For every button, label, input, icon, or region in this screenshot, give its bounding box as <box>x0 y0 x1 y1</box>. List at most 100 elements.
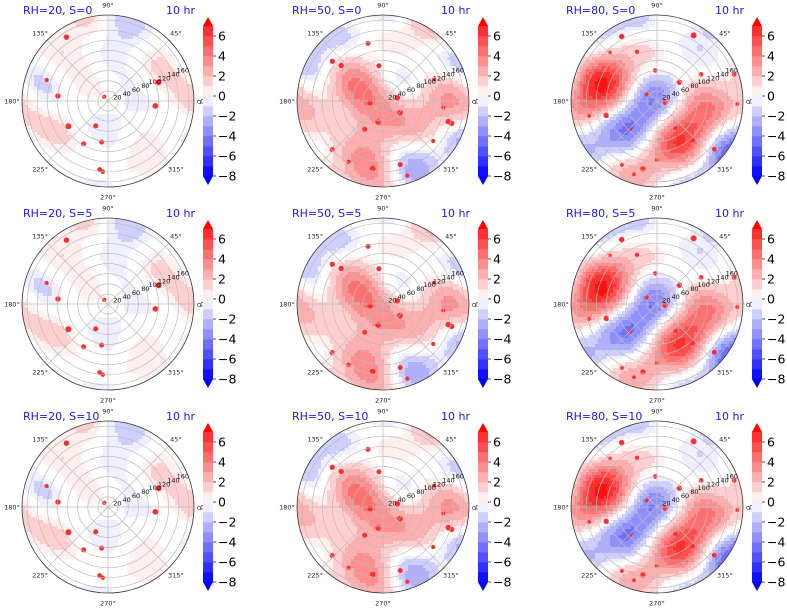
contour-cell <box>330 165 333 168</box>
contour-cell <box>55 144 58 147</box>
contour-cell <box>40 114 43 117</box>
contour-cell <box>363 132 366 135</box>
contour-cell <box>580 93 583 96</box>
contour-cell <box>739 102 742 105</box>
contour-cell <box>634 57 637 60</box>
contour-cell <box>384 153 387 156</box>
contour-cell <box>730 111 733 114</box>
contour-cell <box>327 102 330 105</box>
contour-cell <box>574 102 577 105</box>
contour-cell <box>453 129 456 132</box>
contour-cell <box>181 78 184 81</box>
contour-cell <box>303 126 306 129</box>
contour-cell <box>34 105 37 108</box>
contour-cell <box>607 72 610 75</box>
contour-cell <box>610 108 613 111</box>
contour-cell <box>67 120 70 123</box>
contour-cell <box>121 48 124 51</box>
contour-cell <box>342 93 345 96</box>
contour-cell <box>429 132 432 135</box>
contour-cell <box>354 159 357 162</box>
contour-cell <box>393 48 396 51</box>
contour-cell <box>354 117 357 120</box>
colorbar-tick-label: 4 <box>493 49 501 64</box>
contour-cell <box>124 33 127 36</box>
contour-cell <box>73 42 76 45</box>
contour-cell <box>444 138 447 141</box>
contour-cell <box>574 105 577 108</box>
contour-cell <box>321 123 324 126</box>
contour-cell <box>94 93 97 96</box>
contour-cell <box>324 48 327 51</box>
contour-cell <box>637 24 640 27</box>
contour-cell <box>327 108 330 111</box>
contour-cell <box>34 123 37 126</box>
contour-cell <box>345 96 348 99</box>
contour-cell <box>369 132 372 135</box>
contour-cell <box>172 93 175 96</box>
contour-cell <box>351 63 354 66</box>
angular-tick-label: 270° <box>375 194 391 202</box>
contour-cell <box>399 78 402 81</box>
contour-cell <box>115 57 118 60</box>
contour-cell <box>369 144 372 147</box>
contour-cell <box>115 42 118 45</box>
contour-cell <box>330 120 333 123</box>
contour-cell <box>40 93 43 96</box>
contour-cell <box>127 36 130 39</box>
contour-cell <box>423 138 426 141</box>
contour-cell <box>121 57 124 60</box>
contour-cell <box>405 36 408 39</box>
contour-cell <box>363 162 366 165</box>
contour-cell <box>139 147 142 150</box>
contour-cell <box>148 147 151 150</box>
contour-cell <box>342 165 345 168</box>
contour-cell <box>574 81 577 84</box>
contour-cell <box>658 54 661 57</box>
contour-cell <box>673 78 676 81</box>
contour-cell <box>342 117 345 120</box>
contour-cell <box>604 72 607 75</box>
contour-cell <box>441 144 444 147</box>
contour-cell <box>303 93 306 96</box>
contour-cell <box>46 75 49 78</box>
polar-panel: 0°45°90°135°180°225°270°315°204060801001… <box>275 0 537 204</box>
contour-cell <box>637 84 640 87</box>
contour-cell <box>321 141 324 144</box>
contour-cell <box>435 108 438 111</box>
contour-cell <box>703 39 706 42</box>
hotspot-mark <box>65 123 71 129</box>
contour-cell <box>408 36 411 39</box>
contour-cell <box>121 33 124 36</box>
contour-cell <box>142 144 145 147</box>
contour-cell <box>136 147 139 150</box>
contour-cell <box>327 78 330 81</box>
hotspot-mark <box>339 63 344 68</box>
contour-cell <box>426 105 429 108</box>
contour-cell <box>139 168 142 171</box>
contour-cell <box>345 54 348 57</box>
contour-cell <box>73 69 76 72</box>
contour-cell <box>727 78 730 81</box>
contour-cell <box>58 54 61 57</box>
contour-cell <box>324 132 327 135</box>
contour-cell <box>193 117 196 120</box>
contour-cell <box>43 126 46 129</box>
contour-cell <box>327 90 330 93</box>
contour-cell <box>414 45 417 48</box>
contour-cell <box>124 36 127 39</box>
contour-cell <box>118 33 121 36</box>
contour-cell <box>700 51 703 54</box>
contour-cell <box>682 36 685 39</box>
contour-cell <box>435 93 438 96</box>
contour-cell <box>151 135 154 138</box>
contour-cell <box>360 57 363 60</box>
contour-cell <box>592 114 595 117</box>
contour-cell <box>423 90 426 93</box>
contour-cell <box>375 165 378 168</box>
contour-cell <box>109 54 112 57</box>
contour-cell <box>646 54 649 57</box>
contour-cell <box>154 66 157 69</box>
contour-cell <box>619 48 622 51</box>
contour-cell <box>450 93 453 96</box>
